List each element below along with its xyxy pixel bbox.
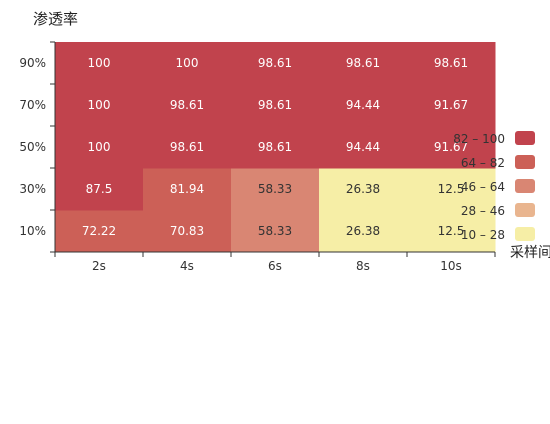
cell-value-label: 58.33 (258, 182, 292, 196)
legend-label: 10 – 28 (461, 228, 505, 242)
heatmap-cell[interactable] (231, 84, 320, 127)
cell-value-label: 12.5 (438, 224, 465, 238)
cell-value-label: 58.33 (258, 224, 292, 238)
cell-value-label: 100 (88, 56, 111, 70)
heatmap-cell[interactable] (231, 168, 320, 211)
heatmap-cell[interactable] (55, 168, 144, 211)
legend-swatch[interactable] (515, 131, 535, 145)
heatmap-cell[interactable] (407, 168, 496, 211)
cell-value-label: 26.38 (346, 182, 380, 196)
x-tick-label: 2s (92, 259, 106, 273)
cell-value-label: 81.94 (170, 182, 204, 196)
y-tick-label: 90% (19, 56, 46, 70)
heatmap-cell[interactable] (319, 126, 408, 169)
heatmap-cell[interactable] (407, 42, 496, 85)
heatmap-cell[interactable] (231, 210, 320, 253)
cell-value-label: 72.22 (82, 224, 116, 238)
cell-value-label: 98.61 (258, 56, 292, 70)
x-tick-label: 8s (356, 259, 370, 273)
heatmap-cell[interactable] (319, 42, 408, 85)
legend-swatch[interactable] (515, 155, 535, 169)
cell-value-label: 98.61 (346, 56, 380, 70)
heatmap-cell[interactable] (407, 84, 496, 127)
cell-value-label: 94.44 (346, 140, 380, 154)
heatmap-cell[interactable] (143, 126, 232, 169)
axes: 10% 30% 50% 70% 90% 2s 4s 6s 8s 10s (19, 41, 496, 273)
legend-label: 82 – 100 (453, 132, 505, 146)
legend-swatch[interactable] (515, 203, 535, 217)
heatmap-cell[interactable] (231, 126, 320, 169)
heatmap-cell[interactable] (319, 210, 408, 253)
cell-value-label: 100 (88, 98, 111, 112)
heatmap-cells: 72.22 70.83 58.33 26.38 12.5 87.5 81.94 58.33 26… (55, 42, 496, 253)
cell-value-label: 98.61 (258, 98, 292, 112)
legend-label: 46 – 64 (461, 180, 505, 194)
legend-swatch[interactable] (515, 179, 535, 193)
cell-value-label: 94.44 (346, 98, 380, 112)
y-tick-label: 10% (19, 224, 46, 238)
cell-value-label: 26.38 (346, 224, 380, 238)
cell-value-label: 12.5 (438, 182, 465, 196)
heatmap-cell[interactable] (319, 84, 408, 127)
cell-value-label: 91.67 (434, 140, 468, 154)
visual-map-name: 采样间 (510, 245, 550, 261)
cell-value-label: 70.83 (170, 224, 204, 238)
x-tick-label: 4s (180, 259, 194, 273)
cell-value-label: 98.61 (258, 140, 292, 154)
legend-label: 28 – 46 (461, 204, 505, 218)
cell-value-label: 100 (88, 140, 111, 154)
visual-map-legend[interactable]: 82 – 100 64 – 82 46 – 64 28 – 46 10 – 28 (453, 131, 535, 242)
heatmap-cell[interactable] (143, 84, 232, 127)
cell-value-label: 100 (176, 56, 199, 70)
cell-value-label: 91.67 (434, 98, 468, 112)
heatmap-cell[interactable] (231, 42, 320, 85)
x-tick-label: 10s (440, 259, 462, 273)
legend-swatch[interactable] (515, 227, 535, 241)
legend-label: 64 – 82 (461, 156, 505, 170)
x-tick-label: 6s (268, 259, 282, 273)
cell-value-label: 98.61 (434, 56, 468, 70)
y-tick-label: 30% (19, 182, 46, 196)
heatmap-cell[interactable] (143, 42, 232, 85)
heatmap-cell[interactable] (55, 42, 144, 85)
heatmap-cell[interactable] (55, 210, 144, 253)
heatmap-cell[interactable] (55, 126, 144, 169)
chart-title: 渗透率 (33, 10, 78, 28)
y-tick-label: 70% (19, 98, 46, 112)
heatmap-cell[interactable] (407, 210, 496, 253)
heatmap-cell[interactable] (143, 210, 232, 253)
heatmap-cell[interactable] (143, 168, 232, 211)
cell-value-label: 98.61 (170, 140, 204, 154)
heatmap-cell[interactable] (55, 84, 144, 127)
heatmap-cell[interactable] (319, 168, 408, 211)
cell-value-label: 98.61 (170, 98, 204, 112)
cell-value-label: 87.5 (86, 182, 113, 196)
y-tick-label: 50% (19, 140, 46, 154)
heatmap-cell[interactable] (407, 126, 496, 169)
